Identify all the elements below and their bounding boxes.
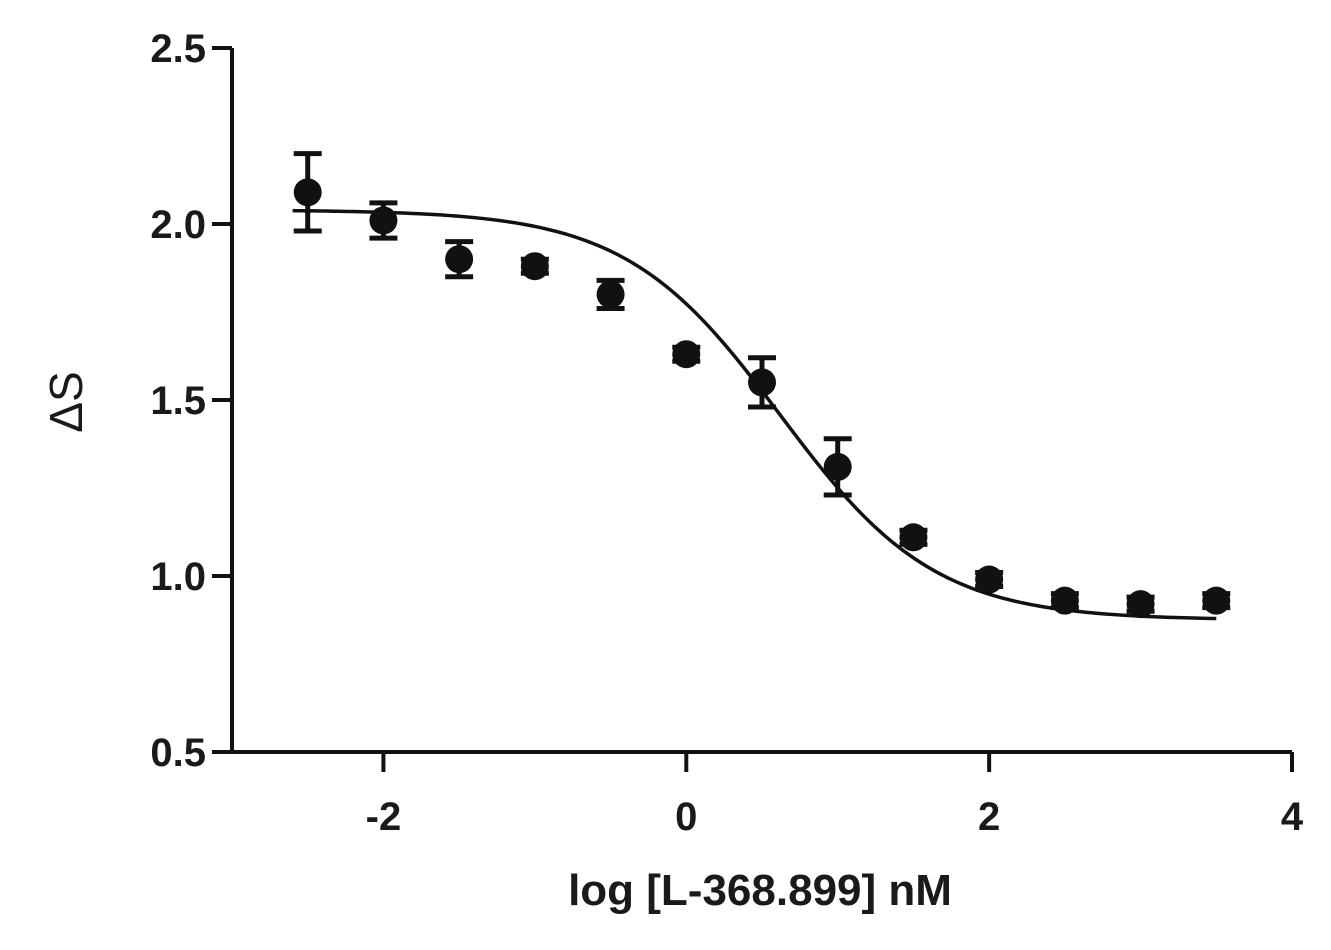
axis-labels-layer: log [L-368.899] nM ΔS <box>40 371 952 915</box>
data-point-marker <box>672 340 701 369</box>
fit-curve <box>292 208 1217 621</box>
data-point <box>596 277 625 311</box>
data-point-marker <box>520 252 549 281</box>
x-tick-label: 2 <box>978 795 1000 839</box>
data-point-marker <box>1050 586 1079 615</box>
data-point-marker <box>293 178 322 207</box>
data-point <box>445 239 474 280</box>
data-point <box>975 565 1004 594</box>
data-point-marker <box>899 523 928 552</box>
y-tick-label: 1.0 <box>150 555 206 599</box>
data-point <box>672 340 701 369</box>
y-tick-label: 2.5 <box>150 27 206 71</box>
data-points-layer <box>293 151 1231 619</box>
y-tick-label: 2.0 <box>150 203 206 247</box>
x-tick-label: 4 <box>1281 795 1304 839</box>
data-point <box>823 436 852 498</box>
data-point <box>1126 590 1155 619</box>
data-point-marker <box>748 368 776 397</box>
data-point <box>520 252 549 281</box>
x-axis-title: log [L-368.899] nM <box>568 866 952 915</box>
axes: 0.5 1.0 1.5 2.0 2.5 -2 0 2 4 <box>150 27 1303 839</box>
data-point-marker <box>823 452 852 481</box>
y-axis-title: ΔS <box>40 371 92 432</box>
data-point-marker <box>445 245 474 274</box>
x-tick-label: 0 <box>675 795 697 839</box>
data-point-marker <box>975 565 1004 594</box>
y-tick-label: 1.5 <box>150 379 206 423</box>
data-point-marker <box>369 206 398 235</box>
data-point <box>293 151 322 234</box>
data-point <box>1050 586 1079 615</box>
data-point-marker <box>1126 590 1155 619</box>
fit-curve-layer <box>292 208 1217 621</box>
data-point <box>1202 586 1231 615</box>
x-tick-label: -2 <box>366 795 402 839</box>
data-point-marker <box>596 280 625 309</box>
data-point-marker <box>1202 586 1231 615</box>
y-tick-label: 0.5 <box>150 731 206 775</box>
data-point <box>748 355 776 410</box>
data-point <box>899 523 928 552</box>
data-point <box>369 200 398 241</box>
